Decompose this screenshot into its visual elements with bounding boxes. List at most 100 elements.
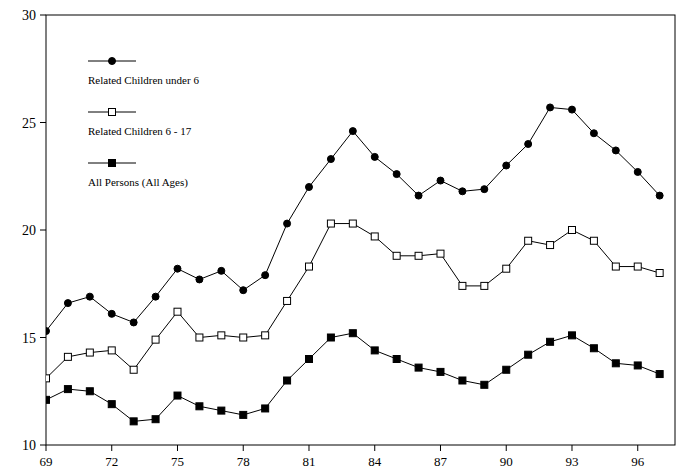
point [612, 360, 619, 367]
point [305, 356, 312, 363]
point [459, 377, 466, 384]
point [174, 308, 181, 315]
legend-marker [109, 109, 116, 116]
point [590, 345, 597, 352]
point [459, 188, 466, 195]
y-tick [40, 445, 46, 446]
point [547, 338, 554, 345]
point [218, 407, 225, 414]
y-tick-label: 25 [22, 116, 36, 131]
point [437, 368, 444, 375]
legend: Related Children under 6 Related Children… [88, 58, 199, 190]
point [349, 128, 356, 135]
x-tick-label: 78 [237, 454, 250, 469]
x-tick-label: 81 [302, 454, 315, 469]
point [327, 220, 334, 227]
point [218, 332, 225, 339]
point [612, 263, 619, 270]
y-tick-label: 20 [22, 223, 36, 238]
point [349, 220, 356, 227]
point [152, 336, 159, 343]
y-tick [40, 122, 46, 123]
point [634, 263, 641, 270]
point [634, 362, 641, 369]
legend-label: Related Children 6 - 17 [88, 125, 192, 137]
point [327, 156, 334, 163]
point [503, 366, 510, 373]
y-tick-label: 10 [22, 438, 36, 453]
point [525, 237, 532, 244]
point [152, 293, 159, 300]
point [108, 310, 115, 317]
point [547, 242, 554, 249]
point [108, 347, 115, 354]
point [656, 270, 663, 277]
plot-area [46, 104, 663, 425]
x-tick [637, 445, 638, 451]
point [656, 192, 663, 199]
point [503, 265, 510, 272]
point [568, 227, 575, 234]
point [64, 386, 71, 393]
point [174, 392, 181, 399]
series-line [46, 224, 660, 379]
point [371, 153, 378, 160]
point [108, 401, 115, 408]
x-tick [243, 445, 244, 451]
point [46, 396, 50, 403]
x-tick [177, 445, 178, 451]
point [130, 319, 137, 326]
point [64, 353, 71, 360]
point [612, 147, 619, 154]
point [130, 418, 137, 425]
point [174, 265, 181, 272]
point [240, 287, 247, 294]
point [86, 388, 93, 395]
x-tick-label: 87 [434, 454, 448, 469]
chart: 101520253069727578818487909396Related Ch… [0, 0, 690, 470]
point [415, 364, 422, 371]
point [305, 263, 312, 270]
point [86, 349, 93, 356]
x-tick-label: 93 [565, 454, 578, 469]
x-tick-label: 72 [105, 454, 118, 469]
point [86, 293, 93, 300]
point [459, 282, 466, 289]
point [437, 177, 444, 184]
point [590, 130, 597, 137]
point [130, 366, 137, 373]
point [415, 192, 422, 199]
point [196, 276, 203, 283]
y-tick [40, 230, 46, 231]
x-tick [571, 445, 572, 451]
legend-label: Related Children under 6 [88, 74, 199, 86]
point [262, 332, 269, 339]
point [240, 411, 247, 418]
point [64, 300, 71, 307]
point [393, 252, 400, 259]
x-tick-label: 96 [631, 454, 645, 469]
y-tick-label: 30 [22, 8, 36, 23]
x-tick-label: 75 [171, 454, 184, 469]
point [481, 282, 488, 289]
point [568, 106, 575, 113]
legend-marker [109, 58, 116, 65]
x-tick [440, 445, 441, 451]
point [349, 330, 356, 337]
x-tick-label: 84 [368, 454, 382, 469]
point [656, 371, 663, 378]
point [284, 377, 291, 384]
x-tick [111, 445, 112, 451]
series-line [46, 107, 660, 331]
point [503, 162, 510, 169]
point [481, 186, 488, 193]
point [262, 272, 269, 279]
x-tick [506, 445, 507, 451]
point [46, 375, 50, 382]
point [415, 252, 422, 259]
point [393, 356, 400, 363]
y-tick [40, 337, 46, 338]
point [327, 334, 334, 341]
point [284, 220, 291, 227]
point [525, 141, 532, 148]
